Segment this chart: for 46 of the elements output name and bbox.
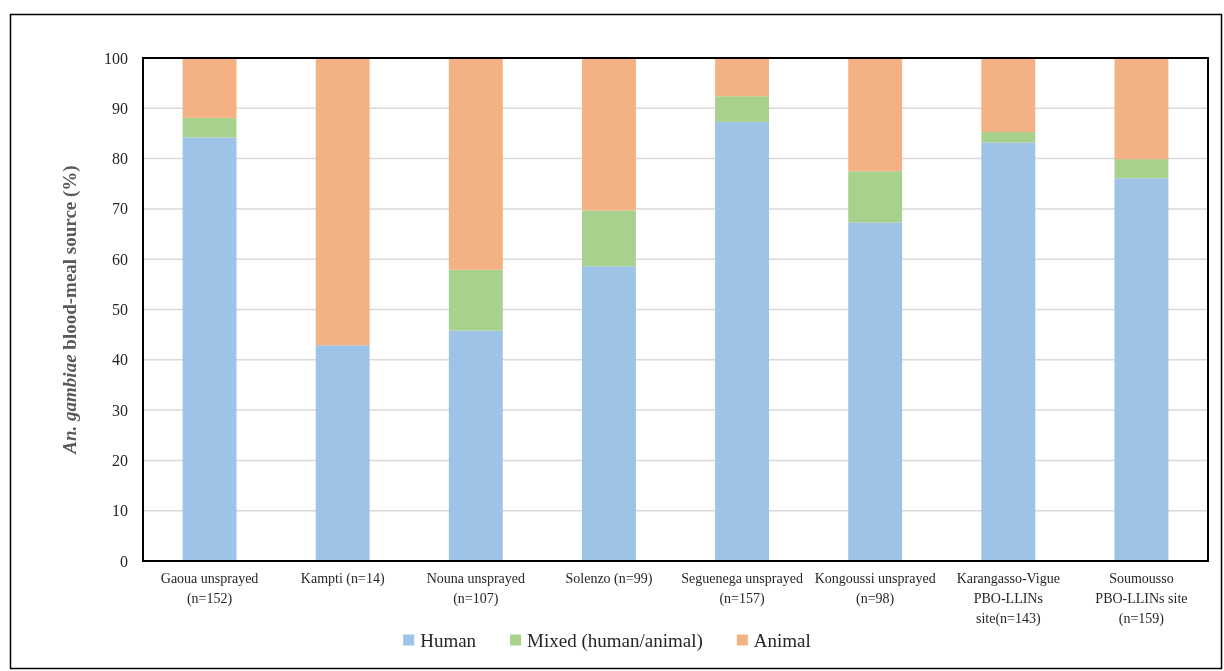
bar: [315, 58, 370, 346]
y-tick-label: 60: [112, 250, 128, 268]
x-tick-label: Nouna unsprayed (n=107): [426, 571, 525, 607]
y-tick-label: 50: [112, 301, 128, 318]
x-tick-label: Soumousso PBO-LLINs site (n=159): [1095, 571, 1188, 627]
y-tick-label: 30: [112, 401, 128, 419]
bar: [581, 266, 636, 561]
y-tick-label: 40: [112, 351, 128, 369]
y-axis-title: An. gambiae blood-meal source (%): [59, 165, 81, 455]
x-tick-label: Seguenega unsprayed (n=157): [681, 571, 803, 607]
bar: [981, 131, 1036, 143]
x-tick-label: Kongoussi unsprayed (n=98): [814, 571, 936, 607]
y-tick-label: 70: [112, 200, 128, 218]
bar: [848, 58, 903, 172]
bar: [315, 345, 370, 561]
bar: [581, 210, 636, 267]
bar: [581, 58, 636, 211]
y-tick-label: 100: [104, 49, 128, 67]
y-tick-label: 80: [112, 150, 128, 168]
y-tick-label: 0: [120, 552, 128, 570]
legend-label: Mixed (human/animal): [527, 629, 703, 652]
bar: [182, 117, 237, 138]
x-tick-label: Kampti (n=14): [300, 571, 385, 587]
bar: [848, 171, 903, 223]
bar: [1114, 58, 1169, 160]
x-tick-label: Solenzo (n=99): [565, 571, 653, 587]
y-tick-label: 10: [112, 502, 128, 520]
y-tick-label: 90: [112, 99, 128, 117]
bar: [182, 58, 237, 118]
x-tick-label: Gaoua unsprayed (n=152): [160, 571, 259, 607]
bar: [981, 58, 1036, 132]
legend-label: Animal: [753, 629, 811, 651]
bar: [715, 96, 770, 122]
bar: [981, 142, 1036, 561]
x-tick-label: Karangasso-Vigue PBO-LLINs site(n=143): [956, 571, 1060, 627]
bar: [448, 330, 503, 561]
bar: [448, 58, 503, 270]
bar: [715, 121, 770, 561]
bar: [448, 269, 503, 331]
bar: [1114, 178, 1169, 561]
legend-label: Human: [420, 629, 477, 651]
bar: [715, 58, 770, 97]
bar: [182, 137, 237, 561]
y-tick-label: 20: [112, 451, 128, 469]
bar: [848, 222, 903, 561]
bar: [1114, 159, 1169, 179]
